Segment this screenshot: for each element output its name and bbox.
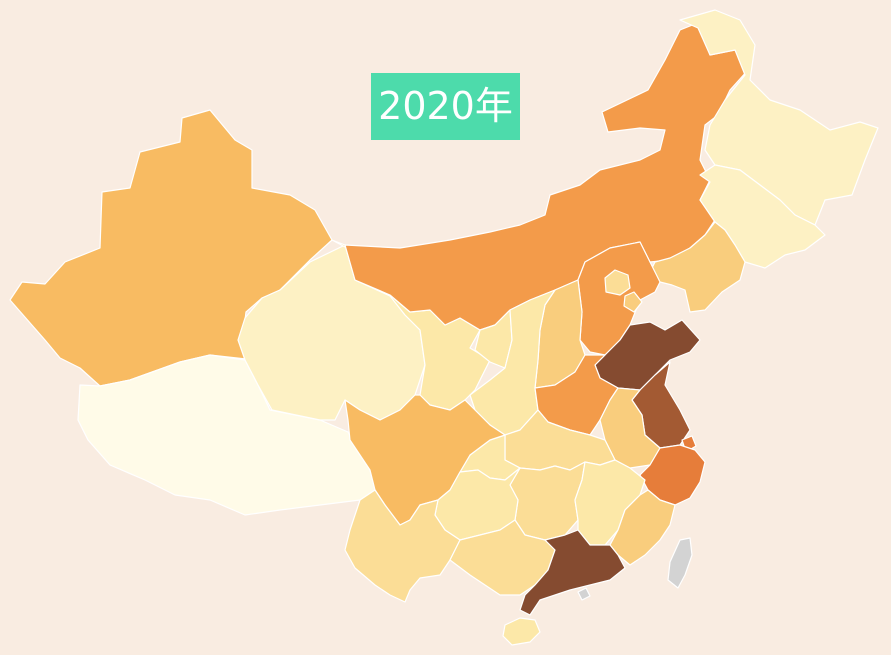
region-zhejiang[interactable] [639, 444, 706, 506]
region-tianjin[interactable] [623, 291, 643, 313]
region-guangdong[interactable] [519, 529, 626, 616]
region-beijing[interactable] [604, 269, 631, 296]
region-jilin[interactable] [699, 164, 826, 269]
region-taiwan[interactable] [667, 537, 693, 589]
year-title: 2020年 [371, 73, 520, 140]
region-hong-kong[interactable] [577, 587, 591, 601]
region-hainan[interactable] [502, 617, 541, 646]
region-liaoning[interactable] [649, 221, 746, 313]
